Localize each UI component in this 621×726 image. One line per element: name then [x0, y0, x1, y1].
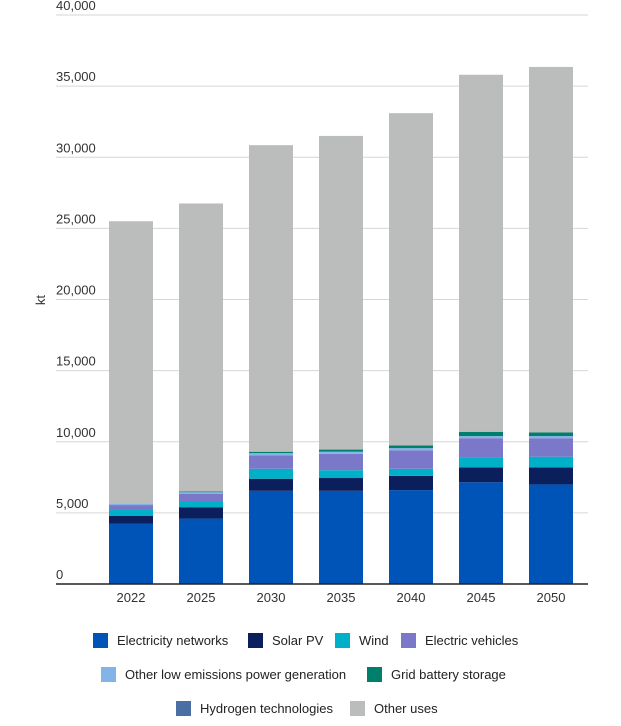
x-tick-label: 2040	[397, 590, 426, 605]
bar-segment-other-uses	[319, 135, 363, 450]
bar-segment-other-low-emissions-power-generation	[179, 492, 223, 494]
bar-segment-wind	[529, 456, 573, 468]
bar-segment-wind	[319, 470, 363, 479]
bar-segment-other-uses	[249, 145, 293, 452]
bar-segment-electric-vehicles	[179, 493, 223, 502]
x-tick-label: 2022	[117, 590, 146, 605]
bar-segment-solar-pv	[529, 467, 573, 485]
y-tick-label: 40,000	[56, 0, 96, 13]
legend-label-solar-pv: Solar PV	[272, 633, 324, 648]
x-axis-ticks: 2022 2025 2030 2035 2040 2045 2050	[117, 590, 566, 605]
bar-segment-grid-battery-storage	[179, 491, 223, 493]
y-tick-label: 30,000	[56, 140, 96, 155]
bar-segment-wind	[179, 501, 223, 508]
bar-segment-wind	[109, 510, 153, 516]
legend-label-other-low-emissions-power-generation: Other low emissions power generation	[125, 667, 346, 682]
bar-segment-solar-pv	[249, 478, 293, 491]
legend-swatch-grid-battery-storage	[367, 667, 382, 682]
legend-swatch-wind	[335, 633, 350, 648]
bar-segment-electric-vehicles	[249, 455, 293, 469]
bar-segment-electric-vehicles	[529, 438, 573, 457]
bar-segment-electricity-networks	[249, 490, 293, 584]
y-tick-label: 25,000	[56, 211, 96, 226]
legend-label-electricity-networks: Electricity networks	[117, 633, 229, 648]
bar-segment-grid-battery-storage	[459, 431, 503, 437]
bar-segment-other-uses	[459, 74, 503, 432]
bar-segment-solar-pv	[179, 507, 223, 519]
bar-segment-other-uses	[179, 203, 223, 492]
bar-segment-grid-battery-storage	[529, 432, 573, 437]
bar-segment-electric-vehicles	[109, 505, 153, 511]
y-tick-label: 0	[56, 567, 63, 582]
x-tick-label: 2030	[257, 590, 286, 605]
bar-segment-other-uses	[389, 113, 433, 446]
bar-segment-wind	[459, 457, 503, 468]
y-tick-label: 15,000	[56, 354, 96, 369]
bar-segment-solar-pv	[109, 515, 153, 524]
bar-segment-wind	[249, 468, 293, 479]
bar-segment-other-uses	[529, 66, 573, 433]
bar-segment-electricity-networks	[179, 518, 223, 584]
bar-segment-other-low-emissions-power-generation	[529, 436, 573, 439]
bar-segment-other-low-emissions-power-generation	[389, 448, 433, 451]
bar-segment-electricity-networks	[319, 490, 363, 584]
y-tick-label: 35,000	[56, 69, 96, 84]
y-tick-label: 10,000	[56, 425, 96, 440]
legend-swatch-hydrogen-technologies	[176, 701, 191, 716]
legend-swatch-other-uses	[350, 701, 365, 716]
legend-label-hydrogen-technologies: Hydrogen technologies	[200, 701, 333, 716]
bar-segment-electricity-networks	[109, 523, 153, 584]
bar-segment-solar-pv	[459, 467, 503, 483]
y-tick-label: 20,000	[56, 283, 96, 298]
bar-segment-electric-vehicles	[319, 453, 363, 471]
bar-segment-electricity-networks	[389, 490, 433, 584]
y-axis-ticks: 0 5,000 10,000 15,000 20,000 25,000 30,000 35,0…	[56, 0, 96, 582]
bar-segment-other-low-emissions-power-generation	[459, 436, 503, 439]
bar-segment-solar-pv	[319, 478, 363, 491]
legend-swatch-electric-vehicles	[401, 633, 416, 648]
x-tick-label: 2050	[537, 590, 566, 605]
bar-segment-grid-battery-storage	[319, 449, 363, 452]
legend-label-wind: Wind	[359, 633, 389, 648]
bar-segment-other-uses	[109, 221, 153, 504]
y-axis-title: kt	[33, 295, 48, 306]
x-tick-label: 2045	[467, 590, 496, 605]
bar-segment-grid-battery-storage	[249, 451, 293, 454]
bar-segment-electricity-networks	[529, 484, 573, 584]
legend-label-grid-battery-storage: Grid battery storage	[391, 667, 506, 682]
bars	[109, 66, 573, 584]
legend-label-other-uses: Other uses	[374, 701, 438, 716]
x-tick-label: 2035	[327, 590, 356, 605]
bar-segment-electric-vehicles	[459, 438, 503, 458]
y-tick-label: 5,000	[56, 496, 89, 511]
legend: Electricity networks Solar PV Wind Electric…	[93, 633, 519, 716]
legend-swatch-solar-pv	[248, 633, 263, 648]
bar-segment-other-low-emissions-power-generation	[249, 453, 293, 456]
bar-segment-grid-battery-storage	[389, 445, 433, 449]
bar-segment-other-low-emissions-power-generation	[109, 503, 153, 506]
legend-swatch-other-low-emissions-power-generation	[101, 667, 116, 682]
bar-segment-other-low-emissions-power-generation	[319, 451, 363, 454]
bar-segment-electricity-networks	[459, 482, 503, 584]
bar-segment-wind	[389, 468, 433, 476]
bar-segment-electric-vehicles	[389, 450, 433, 469]
bar-segment-solar-pv	[389, 475, 433, 491]
legend-label-electric-vehicles: Electric vehicles	[425, 633, 519, 648]
legend-swatch-electricity-networks	[93, 633, 108, 648]
x-tick-label: 2025	[187, 590, 216, 605]
